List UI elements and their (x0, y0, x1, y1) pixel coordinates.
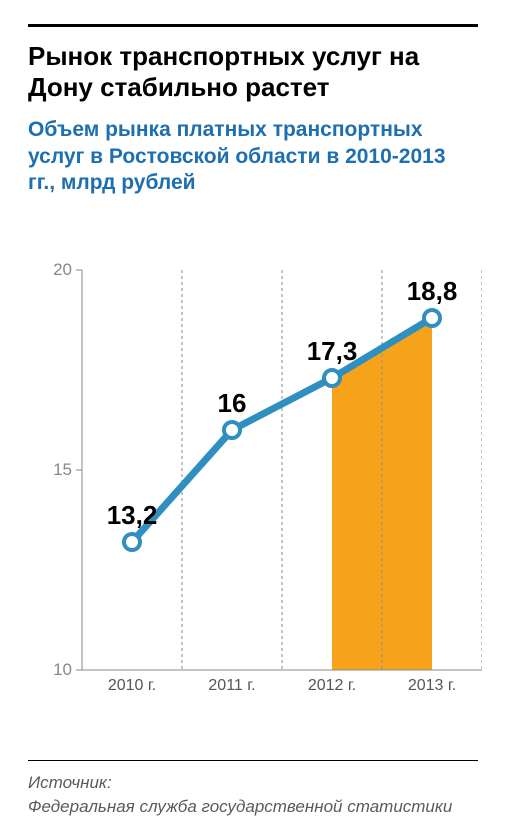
chart-subtitle: Объем рынка платных транспортных услуг в… (28, 117, 478, 196)
data-point-marker (424, 310, 440, 326)
x-tick-label: 2013 г. (408, 677, 456, 694)
top-rule (28, 24, 478, 27)
source-block: Источник: Федеральная служба государстве… (28, 760, 478, 819)
data-point-label: 16 (218, 388, 247, 418)
line-chart-svg: 10 15 20 2010 г. 2011 г. 2012 г. 2013 г. 13,2 16… (48, 224, 482, 700)
chart-title: Рынок транспортных услуг на Дону стабиль… (28, 41, 478, 103)
infographic-container: Рынок транспортных услуг на Дону стабиль… (0, 0, 506, 839)
source-label: Источник: (28, 771, 478, 795)
chart-area: 10 15 20 2010 г. 2011 г. 2012 г. 2013 г. 13,2 16… (48, 224, 478, 700)
data-point-marker (224, 422, 240, 438)
data-point-marker (324, 370, 340, 386)
x-tick-label: 2012 г. (308, 677, 356, 694)
x-tick-label: 2011 г. (208, 677, 255, 694)
source-text: Федеральная служба государственной стати… (28, 795, 478, 819)
y-tick-label: 20 (53, 260, 72, 279)
data-point-label: 13,2 (107, 500, 158, 530)
data-point-marker (124, 534, 140, 550)
y-tick-label: 15 (53, 460, 72, 479)
y-tick-label: 10 (53, 660, 72, 679)
data-point-label: 18,8 (407, 276, 458, 306)
data-point-label: 17,3 (307, 336, 358, 366)
x-tick-label: 2010 г. (108, 677, 156, 694)
